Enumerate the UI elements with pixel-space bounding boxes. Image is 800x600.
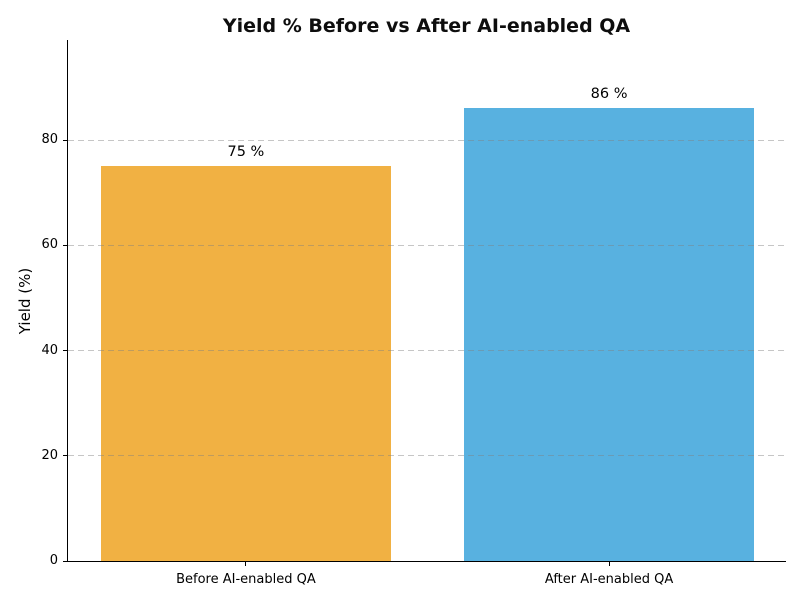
bar-value-label: 75 % <box>227 144 265 161</box>
chart-title: Yield % Before vs After AI-enabled QA <box>222 15 631 37</box>
y-tick-mark <box>63 350 67 352</box>
bar <box>463 108 755 561</box>
plot-area: 0 20 40 60 80 75 % Before AI-enabled QA 86 % Aft… <box>41 40 786 587</box>
x-tick-label: Before AI-enabled QA <box>176 572 316 587</box>
bar-value-label: 86 % <box>590 86 628 103</box>
y-axis-label: Yield (%) <box>16 267 34 335</box>
gridline <box>68 350 786 352</box>
y-tick-label: 80 <box>41 132 58 148</box>
y-tick-label: 60 <box>41 237 58 253</box>
bar <box>100 166 392 561</box>
gridline <box>68 455 786 457</box>
x-tick-label: After AI-enabled QA <box>544 572 674 587</box>
y-tick-mark <box>63 455 67 457</box>
y-tick-mark <box>63 139 67 141</box>
gridline <box>68 139 786 141</box>
y-tick-mark <box>63 244 67 246</box>
y-tick-label: 20 <box>41 447 58 463</box>
y-tick-label: 40 <box>41 342 58 358</box>
x-tick-mark <box>245 562 247 566</box>
y-tick-mark <box>63 560 67 562</box>
x-tick-mark <box>608 562 610 566</box>
y-tick-label: 0 <box>49 553 58 568</box>
gridline <box>68 244 786 246</box>
